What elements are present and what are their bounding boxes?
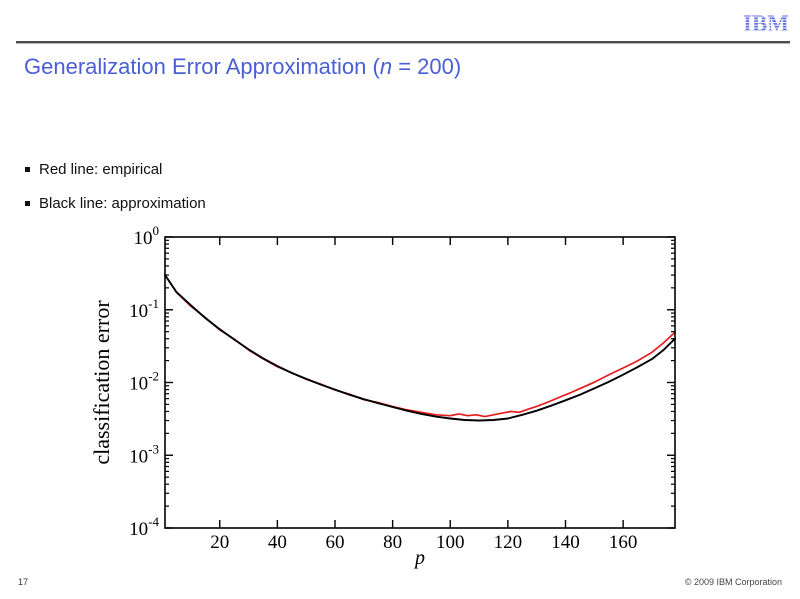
bullet-text-black-line: Black line: approximation <box>39 195 206 212</box>
y-axis-title: classification error <box>89 300 114 465</box>
x-tick-label: 60 <box>326 532 345 553</box>
page-title-prefix: Generalization Error Approximation ( <box>24 54 380 79</box>
page-title-suffix: = 200) <box>392 54 462 79</box>
x-tick-label: 140 <box>551 532 580 553</box>
plot-box <box>164 236 676 529</box>
y-tick-label: 10-4 <box>129 514 159 540</box>
empirical-series-line <box>164 274 676 418</box>
bullet-square-icon <box>25 167 30 172</box>
list-item: Black line: approximation <box>24 195 206 212</box>
y-tick-label: 10-1 <box>129 296 159 322</box>
x-tick-label: 20 <box>210 532 229 553</box>
x-tick-label: 100 <box>436 532 465 553</box>
copyright-notice: © 2009 IBM Corporation <box>684 577 782 587</box>
ibm-logo-text: IBM <box>743 12 789 34</box>
x-tick-label: 120 <box>494 532 523 553</box>
bullet-list: Red line: empirical Black line: approxim… <box>24 161 206 229</box>
y-axis-ticks: 100 10-1 10-2 10-3 10-4 <box>129 223 675 540</box>
bullet-square-icon <box>25 201 30 206</box>
x-tick-label: 80 <box>383 532 402 553</box>
header-separator-line <box>16 41 790 44</box>
x-axis-title: p <box>413 547 425 569</box>
bullet-text-red-line: Red line: empirical <box>39 161 163 178</box>
x-tick-label: 40 <box>268 532 287 553</box>
slide-page-number: 17 <box>18 577 29 587</box>
list-item: Red line: empirical <box>24 161 206 178</box>
approximation-series-line <box>164 274 676 422</box>
page-title-variable-n: n <box>379 54 393 79</box>
y-tick-label: 10-3 <box>129 441 159 467</box>
x-tick-label: 160 <box>609 532 638 553</box>
y-tick-label: 10-2 <box>129 369 159 395</box>
y-axis-minor-ticks <box>165 239 675 507</box>
ibm-logo-icon: IBM <box>743 12 789 34</box>
x-axis-ticks: 20 40 60 80 100 120 140 160 <box>210 237 637 553</box>
page-title: Generalization Error Approximation (n = … <box>24 54 461 80</box>
y-tick-label: 100 <box>134 223 160 249</box>
